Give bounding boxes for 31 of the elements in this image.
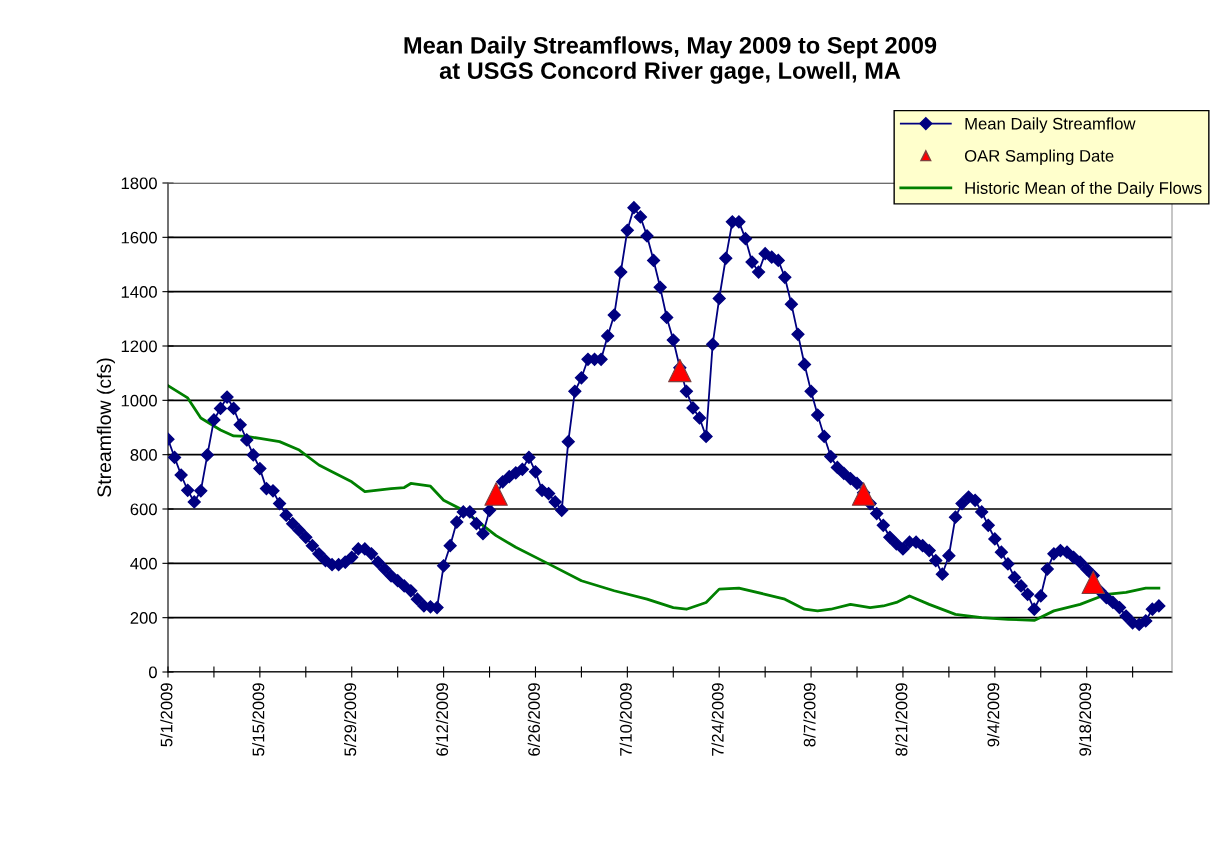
y-tick-label: 1600: [121, 231, 157, 244]
y-axis-title: Streamflow (cfs): [96, 358, 115, 497]
x-tick-label: 8/7/2009: [803, 683, 816, 747]
x-tick-label: 5/1/2009: [160, 683, 173, 747]
x-tick-label: 5/29/2009: [343, 683, 357, 756]
legend-label: Mean Daily Streamflow: [965, 117, 1136, 133]
y-tick-label: 1200: [121, 340, 157, 353]
x-tick-label: 6/12/2009: [435, 683, 449, 756]
point: [668, 358, 692, 383]
x-tick-label: 6/26/2009: [527, 683, 540, 756]
y-tick-label: 200: [130, 612, 157, 624]
point: [851, 482, 876, 506]
chart-title: Mean Daily Streamflows, May 2009 to Sept 2009 at USGS Concord River gage, Lowell, MA: [404, 36, 937, 84]
point: [1081, 570, 1106, 595]
line-series: [168, 384, 1161, 622]
y-tick-label: 800: [130, 449, 157, 461]
y-tick-label: 400: [130, 557, 157, 570]
x-tick-label: 5/15/2009: [252, 683, 265, 756]
point: [484, 482, 508, 506]
x-tick-label: 7/10/2009: [619, 683, 632, 756]
y-tick-label: 600: [130, 503, 157, 516]
x-tick-label: 7/24/2009: [711, 683, 724, 756]
y-tick-label: 1800: [121, 177, 157, 190]
y-tick-label: 1400: [121, 286, 157, 298]
legend-label: OAR Sampling Date: [964, 149, 1114, 166]
x-tick-label: 9/4/2009: [987, 683, 1000, 747]
legend-label: Historic Mean of the Daily Flows: [965, 181, 1202, 198]
y-tick-label: 0: [148, 666, 157, 679]
x-tick-label: 8/21/2009: [895, 683, 908, 756]
x-tick-label: 9/18/2009: [1078, 683, 1092, 756]
y-tick-label: 1000: [121, 394, 157, 407]
